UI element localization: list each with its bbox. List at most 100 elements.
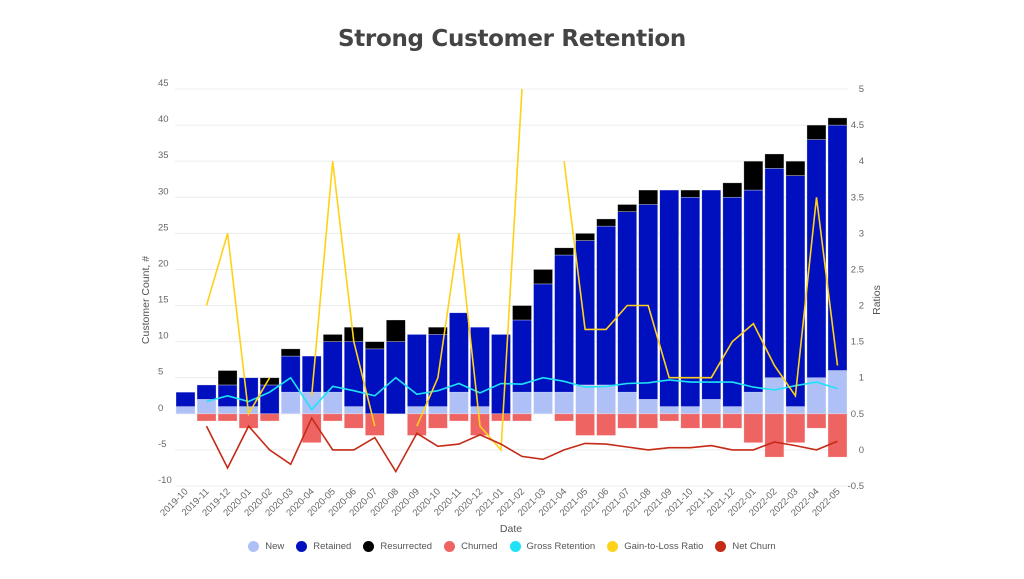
y-tick-label: 15 — [158, 295, 169, 306]
legend-swatch-icon — [715, 541, 727, 552]
bar-new — [743, 391, 764, 415]
y2-tick-label: 0.5 — [851, 409, 864, 420]
bar-resurrected — [280, 348, 301, 357]
legend-label: Net Churn — [732, 541, 776, 552]
y-tick-label: 5 — [158, 367, 163, 378]
legend-item[interactable]: Resurrected — [363, 541, 432, 552]
legend-item[interactable]: Churned — [444, 541, 498, 552]
y2-tick-label: 1 — [859, 373, 864, 384]
line-gain-to-loss-ratio — [310, 161, 376, 427]
bar-retained — [638, 204, 659, 400]
y2-axis-label: Ratios — [871, 285, 883, 315]
bar-retained — [575, 240, 595, 386]
legend-item[interactable]: Net Churn — [715, 541, 776, 552]
bar-retained — [343, 341, 364, 407]
legend-item[interactable]: Retained — [296, 541, 351, 552]
bar-churned — [512, 413, 532, 422]
y-tick-label: 0 — [158, 403, 163, 414]
y2-tick-label: 3.5 — [851, 192, 864, 203]
legend-item[interactable]: Gross Retention — [509, 541, 595, 552]
bar-retained — [407, 334, 427, 407]
bar-churned — [301, 413, 322, 443]
y-axis-label: Customer Count, # — [140, 256, 152, 344]
bar-new — [659, 406, 680, 415]
bar-resurrected — [364, 341, 385, 350]
y2-tick-label: 1.5 — [851, 337, 864, 348]
bar-new — [554, 391, 574, 415]
bar-churned — [638, 413, 659, 429]
y-tick-label: -10 — [158, 475, 172, 486]
y-tick-label: -5 — [158, 439, 166, 450]
y-tick-label: 25 — [158, 222, 169, 233]
legend-swatch-icon — [248, 541, 260, 552]
bar-churned — [449, 413, 469, 422]
bar-new — [722, 406, 743, 415]
bar-churned — [764, 413, 785, 458]
legend-label: New — [265, 541, 285, 552]
bar-resurrected — [638, 189, 659, 205]
y2-tick-label: 5 — [859, 84, 864, 95]
legend-swatch-icon — [444, 541, 456, 552]
bar-retained — [827, 124, 848, 371]
legend-label: Churned — [461, 541, 498, 552]
bar-retained — [175, 391, 196, 407]
bar-retained — [322, 341, 343, 393]
bar-new — [470, 406, 490, 415]
y-tick-label: 20 — [158, 258, 169, 269]
legend-label: Gain-to-Loss Ratio — [624, 541, 704, 552]
bar-new — [764, 377, 785, 415]
bar-churned — [575, 413, 595, 436]
bar-retained — [785, 175, 806, 407]
bar-new — [217, 406, 238, 415]
line-net-churn — [205, 416, 838, 474]
bar-retained — [701, 189, 722, 400]
y2-tick-label: 4.5 — [851, 120, 864, 131]
bar-churned — [322, 413, 343, 422]
legend-item[interactable]: New — [248, 541, 284, 552]
y-tick-label: 35 — [158, 150, 169, 161]
bar-resurrected — [785, 160, 806, 176]
bar-new — [701, 399, 722, 415]
bar-churned — [596, 413, 616, 436]
legend-swatch-icon — [363, 541, 375, 552]
bar-resurrected — [575, 233, 595, 241]
bar-resurrected — [533, 269, 553, 285]
bar-retained — [428, 334, 448, 407]
x-axis-label: Date — [500, 523, 522, 535]
bar-churned — [785, 413, 806, 443]
y2-tick-label: 0 — [859, 445, 864, 456]
bar-new — [343, 406, 364, 415]
line-gain-to-loss-ratio — [205, 233, 271, 417]
legend: New Retained Resurrected Churned Gross Reten… — [0, 541, 1024, 552]
bar-resurrected — [827, 117, 848, 126]
bar-churned — [722, 413, 743, 429]
bar-resurrected — [386, 319, 406, 342]
line-gain-to-loss-ratio — [416, 88, 523, 452]
y-tick-label: 10 — [158, 331, 169, 342]
y-tick-label: 30 — [158, 186, 169, 197]
bar-churned — [659, 413, 680, 422]
y-tick-label: 40 — [158, 114, 169, 125]
bar-resurrected — [680, 189, 701, 198]
bar-new — [175, 406, 196, 415]
bar-new — [449, 391, 469, 415]
line-gain-to-loss-ratio — [563, 161, 839, 399]
legend-item[interactable]: Gain-to-Loss Ratio — [607, 541, 703, 552]
bar-churned — [343, 413, 364, 429]
bar-churned — [680, 413, 701, 429]
legend-swatch-icon — [509, 541, 521, 552]
bar-new — [280, 391, 301, 415]
bar-retained — [449, 312, 469, 393]
bar-new — [322, 391, 343, 415]
bar-resurrected — [617, 204, 637, 213]
bar-retained — [722, 196, 743, 407]
bar-new — [680, 406, 701, 415]
bar-resurrected — [217, 370, 238, 386]
bar-retained — [596, 225, 616, 386]
legend-label: Resurrected — [380, 541, 433, 552]
bar-churned — [743, 413, 764, 443]
legend-swatch-icon — [296, 541, 308, 552]
y2-tick-label: 2 — [859, 301, 864, 312]
